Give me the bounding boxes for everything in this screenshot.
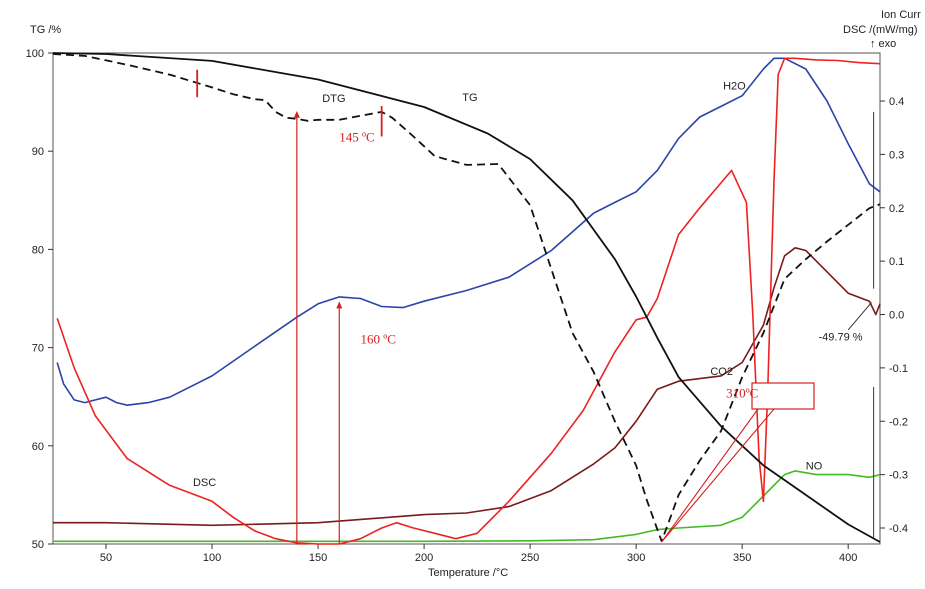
- y-right-tick-label: 0.4: [889, 96, 904, 108]
- y-right-tick-label: -0.3: [889, 470, 908, 482]
- series-label-dsc: DSC: [193, 477, 216, 489]
- y-left-tick-label: 60: [32, 441, 44, 453]
- x-tick-label: 350: [733, 552, 751, 564]
- series-line-dsc: [56, 57, 881, 545]
- series-label-tg: TG: [462, 92, 477, 104]
- y-left-tick-label: 100: [26, 48, 44, 60]
- series-label-no: NO: [806, 460, 823, 472]
- series-line-co2: [53, 247, 881, 527]
- series-line-no: [53, 470, 881, 543]
- y-axis-right-title-exo: ↑ exo: [870, 38, 896, 50]
- plot-frame-border: [52, 52, 881, 545]
- x-tick-label: 250: [521, 552, 539, 564]
- annotation-145c: 145 ºC: [339, 129, 374, 144]
- x-tick-label: 200: [415, 552, 433, 564]
- annotation-160c: 160 ºC: [360, 332, 395, 347]
- marker-160-arrowhead: [336, 301, 343, 309]
- series-labels: DTG TG H2O CO2 NO DSC: [193, 80, 823, 489]
- callout-310-pointer: [661, 408, 775, 543]
- plot-frame: [52, 52, 881, 545]
- x-tick-label: 400: [839, 552, 857, 564]
- series-line-dtg: [52, 53, 881, 542]
- annotation-4979: -49.79 %: [819, 332, 863, 344]
- x-tick-label: 50: [100, 552, 112, 564]
- y-right-tick-label: 0.3: [889, 149, 904, 161]
- y-axis-right-title-ion: Ion Curr: [881, 9, 921, 21]
- series-label-dtg: DTG: [322, 93, 345, 105]
- y-left-tick-label: 80: [32, 244, 44, 256]
- y-right-tick-label: 0.0: [889, 310, 904, 322]
- y-axis-left-title: TG /%: [30, 24, 61, 36]
- marker-145-arrowhead: [293, 110, 300, 118]
- annotation-310c: 310ºC: [726, 386, 758, 401]
- y-right-tick-label: -0.2: [889, 416, 908, 428]
- series-line-h2o: [56, 57, 881, 406]
- callout-310-box: [751, 382, 815, 410]
- x-axis-title: Temperature /°C: [428, 567, 508, 579]
- series-line-tg: [52, 52, 881, 543]
- mass-loss-leader: [847, 302, 872, 331]
- series-label-h2o: H2O: [723, 80, 746, 92]
- axis-ticks: 50 100 150 200 250 300 350 400 50 60 70 80 90 100 -0.4…: [26, 48, 908, 564]
- y-right-tick-label: 0.1: [889, 256, 904, 268]
- series-label-co2: CO2: [710, 366, 733, 378]
- x-tick-label: 150: [309, 552, 327, 564]
- y-left-tick-label: 70: [32, 343, 44, 355]
- series-lines: [52, 52, 881, 545]
- y-left-tick-label: 90: [32, 146, 44, 158]
- y-left-tick-label: 50: [32, 539, 44, 551]
- y-axis-right-title-dsc: DSC /(mW/mg): [843, 24, 918, 36]
- x-tick-label: 300: [627, 552, 645, 564]
- y-right-tick-label: 0.2: [889, 203, 904, 215]
- annotations: 145 ºC 160 ºC 310ºC -49.79 %: [196, 69, 875, 545]
- y-right-tick-label: -0.1: [889, 363, 908, 375]
- y-right-tick-label: -0.4: [889, 523, 908, 535]
- x-tick-label: 100: [203, 552, 221, 564]
